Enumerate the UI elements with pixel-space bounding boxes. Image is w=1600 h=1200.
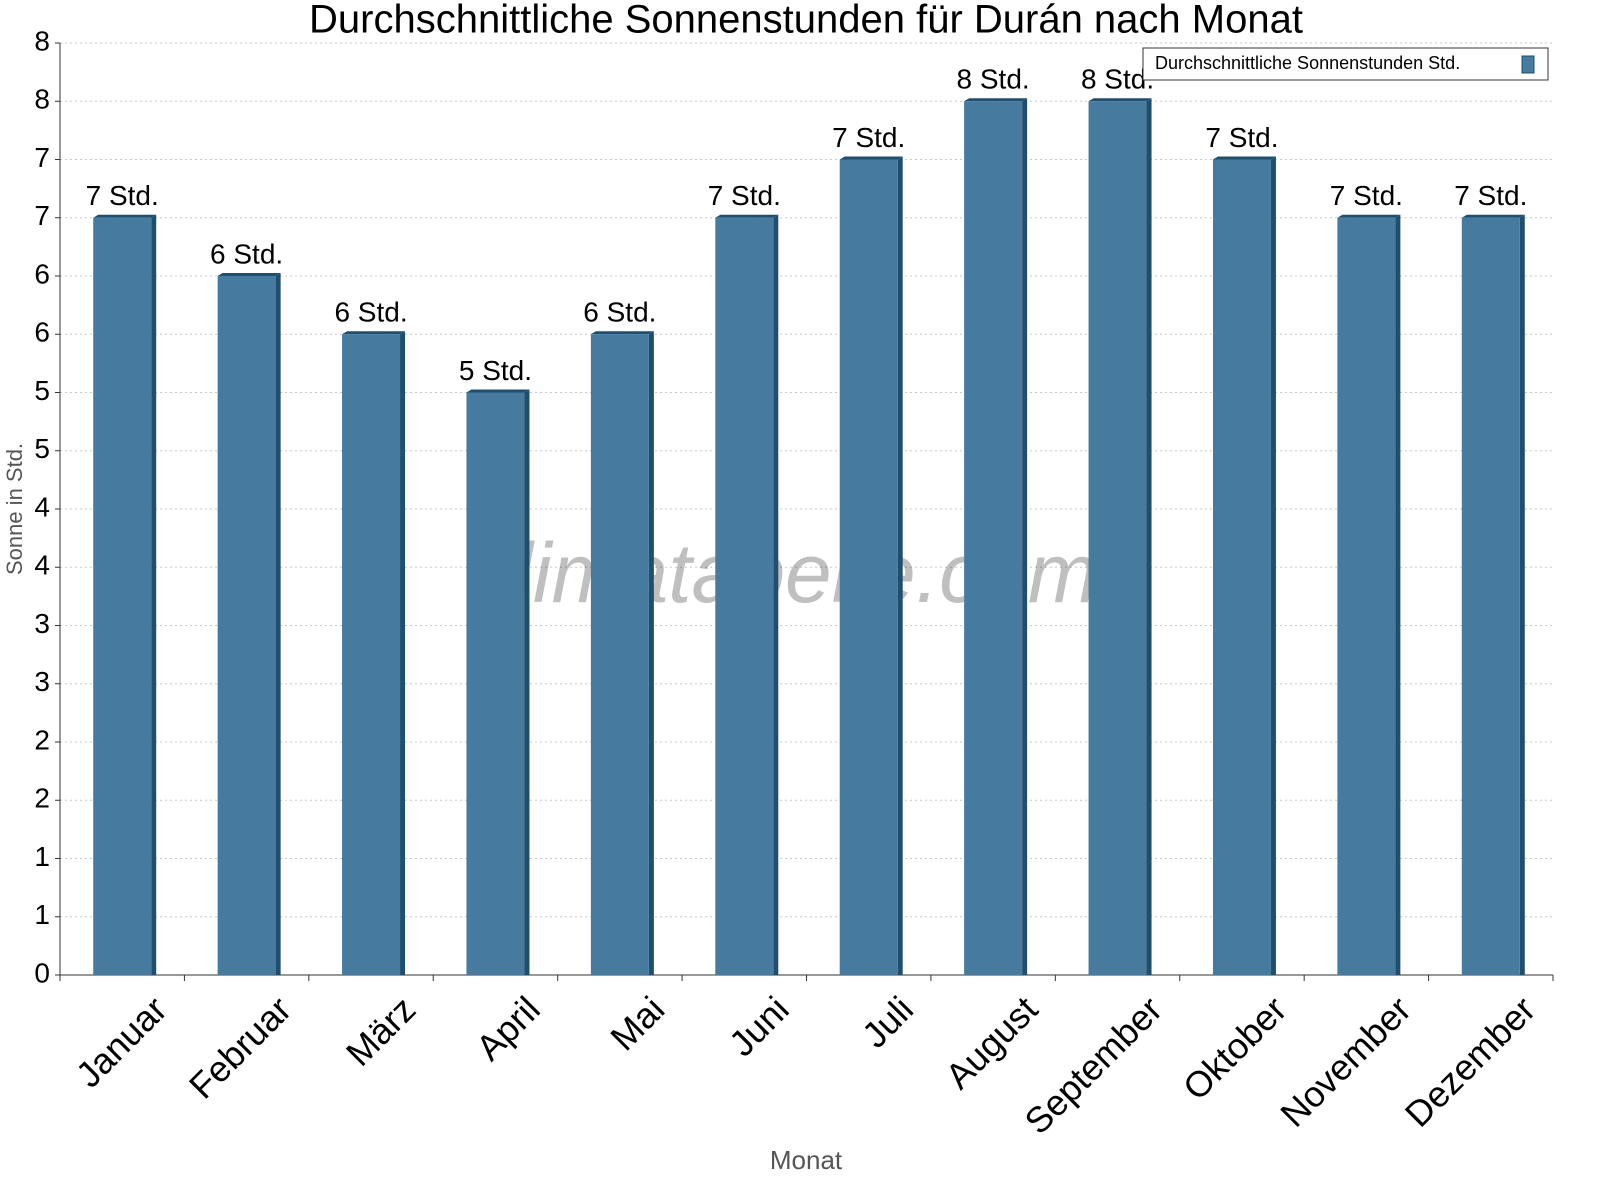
bar bbox=[1461, 217, 1520, 975]
y-tick-label: 0 bbox=[34, 957, 50, 988]
x-axis-label: Monat bbox=[770, 1145, 843, 1175]
value-label: 7 Std. bbox=[86, 180, 159, 211]
legend-swatch bbox=[1521, 55, 1535, 74]
y-tick-label: 2 bbox=[34, 783, 50, 814]
bar-side bbox=[1270, 156, 1276, 975]
bar-side bbox=[151, 214, 157, 975]
bar bbox=[590, 334, 649, 975]
bar-side bbox=[1146, 98, 1152, 975]
y-tick-label: 6 bbox=[34, 317, 50, 348]
bar bbox=[715, 217, 774, 975]
bar-side bbox=[275, 273, 281, 975]
bar-side bbox=[1395, 214, 1401, 975]
bar bbox=[217, 276, 276, 975]
bar bbox=[1212, 159, 1271, 975]
y-tick-label: 6 bbox=[34, 258, 50, 289]
y-tick-label: 1 bbox=[34, 899, 50, 930]
y-tick-label: 4 bbox=[34, 491, 50, 522]
bar-top bbox=[1461, 214, 1525, 218]
bar-top bbox=[964, 98, 1028, 102]
value-label: 7 Std. bbox=[1330, 180, 1403, 211]
y-tick-label: 8 bbox=[34, 84, 50, 115]
bar-side bbox=[897, 156, 903, 975]
bar bbox=[964, 101, 1023, 975]
y-tick-label: 7 bbox=[34, 142, 50, 173]
y-tick-label: 8 bbox=[34, 25, 50, 56]
y-tick-label: 5 bbox=[34, 375, 50, 406]
bar bbox=[466, 392, 525, 975]
bar-top bbox=[1088, 98, 1152, 102]
bar-side bbox=[648, 331, 654, 975]
legend-box bbox=[1142, 47, 1549, 81]
bar-side bbox=[1022, 98, 1028, 975]
y-tick-label: 2 bbox=[34, 724, 50, 755]
y-tick-label: 4 bbox=[34, 550, 50, 581]
bar-top bbox=[839, 156, 903, 160]
value-label: 6 Std. bbox=[210, 238, 283, 269]
bar-top bbox=[217, 273, 281, 276]
value-label: 5 Std. bbox=[459, 355, 532, 386]
y-axis-label: Sonne in Std. bbox=[2, 443, 27, 575]
bar-top bbox=[1212, 156, 1276, 160]
value-label: 6 Std. bbox=[583, 297, 656, 328]
y-tick-label: 5 bbox=[34, 433, 50, 464]
y-tick-label: 7 bbox=[34, 200, 50, 231]
value-label: 6 Std. bbox=[334, 297, 407, 328]
bar bbox=[93, 217, 152, 975]
bar-top bbox=[715, 214, 779, 218]
bar-top bbox=[466, 389, 530, 393]
value-label: 7 Std. bbox=[832, 122, 905, 153]
value-label: 8 Std. bbox=[957, 64, 1030, 95]
legend-label: Durchschnittliche Sonnenstunden Std. bbox=[1155, 53, 1460, 73]
bar-side bbox=[524, 389, 530, 975]
bar bbox=[1337, 217, 1396, 975]
bar-side bbox=[773, 214, 779, 975]
bar-top bbox=[93, 214, 157, 218]
value-label: 7 Std. bbox=[1454, 180, 1527, 211]
value-label: 7 Std. bbox=[1205, 122, 1278, 153]
bar-side bbox=[1519, 214, 1525, 975]
y-tick-label: 3 bbox=[34, 666, 50, 697]
y-tick-label: 3 bbox=[34, 608, 50, 639]
bar-top bbox=[1337, 214, 1401, 218]
bar-top bbox=[342, 331, 406, 335]
value-label: 8 Std. bbox=[1081, 64, 1154, 95]
bar-side bbox=[400, 331, 406, 975]
bar-top bbox=[590, 331, 654, 335]
y-tick-label: 1 bbox=[34, 841, 50, 872]
bar bbox=[1088, 101, 1147, 975]
bar bbox=[342, 334, 401, 975]
chart-title: Durchschnittliche Sonnenstunden für Durá… bbox=[309, 0, 1303, 42]
bar bbox=[839, 159, 898, 975]
value-label: 7 Std. bbox=[708, 180, 781, 211]
